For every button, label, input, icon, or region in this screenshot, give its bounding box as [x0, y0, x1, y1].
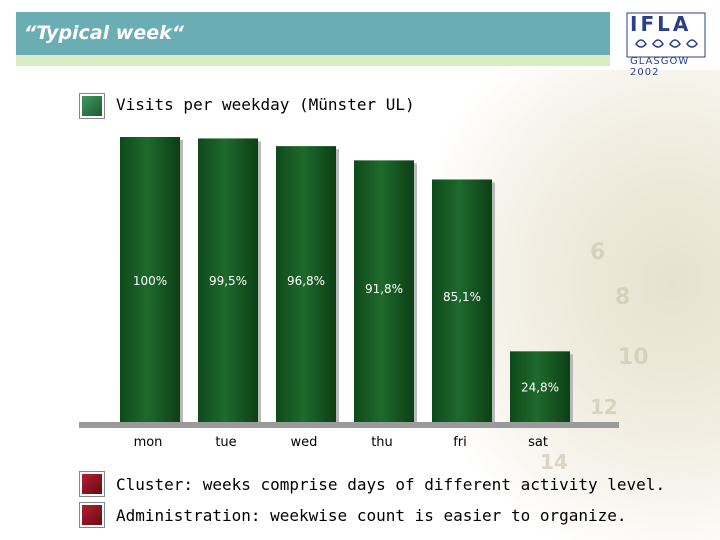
category-label-sat: sat — [528, 435, 548, 450]
value-label-sat: 24,8% — [521, 380, 559, 394]
bullet-marker — [80, 472, 104, 496]
bar-fri — [432, 179, 492, 422]
bullet-text-cluster: Cluster: weeks comprise days of differen… — [116, 475, 666, 494]
logo-letters: IFLA — [630, 12, 692, 36]
category-label-wed: wed — [291, 435, 318, 450]
bar-wed — [276, 146, 336, 422]
header-bar — [16, 12, 610, 55]
watch-digit-decoration: 6 — [590, 240, 606, 265]
watch-digit-decoration: 10 — [618, 345, 649, 370]
value-label-thu: 91,8% — [365, 282, 403, 296]
watch-digit-decoration: 14 — [540, 450, 568, 474]
bar-sat — [510, 351, 570, 422]
logo-emblem-icon — [626, 12, 706, 58]
bar-thu — [354, 160, 414, 422]
watch-digit-decoration: 12 — [590, 395, 618, 419]
chart-baseline — [79, 422, 619, 428]
chart-title-bullet — [80, 94, 104, 118]
chart-title: Visits per weekday (Münster UL) — [116, 95, 415, 114]
category-label-mon: mon — [134, 435, 163, 450]
bullet-text-administration: Administration: weekwise count is easier… — [116, 506, 627, 525]
header-strip — [16, 55, 610, 66]
bar-mon — [120, 137, 180, 422]
bullet-marker — [80, 503, 104, 527]
category-label-tue: tue — [215, 435, 236, 450]
slide-title: “Typical week“ — [24, 22, 184, 44]
value-label-wed: 96,8% — [287, 274, 325, 288]
category-label-fri: fri — [453, 435, 467, 450]
category-label-thu: thu — [371, 435, 393, 450]
value-label-mon: 100% — [133, 274, 167, 288]
watch-digit-decoration: 8 — [615, 285, 631, 310]
bar-tue — [198, 138, 258, 423]
value-label-fri: 85,1% — [443, 290, 481, 304]
value-label-tue: 99,5% — [209, 274, 247, 288]
ifla-logo: IFLA GLASGOW 2002 — [626, 12, 706, 78]
logo-subtitle: GLASGOW 2002 — [630, 56, 690, 78]
